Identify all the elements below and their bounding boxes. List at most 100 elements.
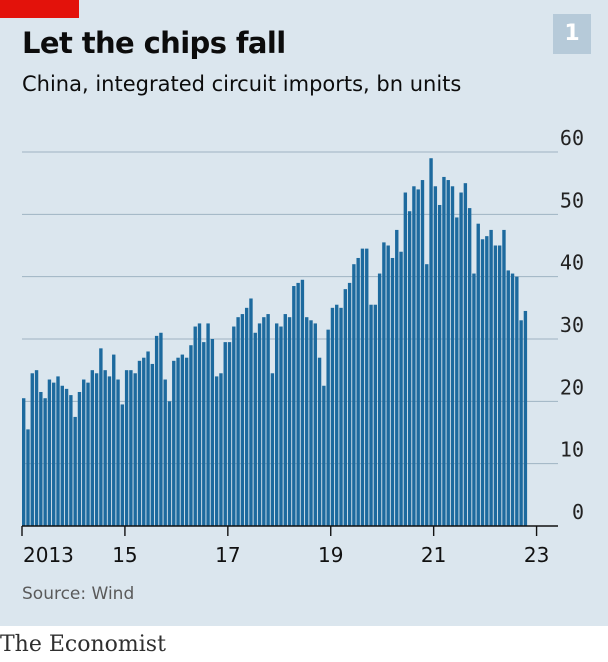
y-tick-label: 40 [560, 251, 584, 275]
bar [249, 298, 253, 526]
bar [94, 373, 99, 526]
bar [129, 370, 133, 526]
bar [455, 217, 459, 526]
bar [34, 370, 39, 526]
chart-title: Let the chips fall [22, 26, 286, 60]
bar [403, 192, 408, 526]
bar [193, 326, 197, 526]
bar [459, 192, 463, 526]
bar [163, 379, 167, 526]
bar [382, 242, 386, 526]
bar [236, 317, 240, 526]
bar [347, 282, 352, 526]
bars [22, 158, 528, 527]
x-tick-label: 2013 [23, 543, 74, 567]
bar [309, 320, 313, 526]
bar [227, 342, 232, 526]
bar [30, 373, 34, 526]
x-tick-label: 23 [524, 543, 549, 567]
bar [206, 323, 210, 526]
bar [467, 208, 472, 526]
bar [433, 186, 438, 526]
chart-number-badge: 1 [553, 14, 591, 54]
bar [275, 323, 279, 526]
bar [450, 186, 455, 526]
bar [300, 279, 305, 526]
bar [407, 211, 412, 526]
bar [420, 180, 425, 527]
bar [232, 326, 236, 526]
bar [322, 385, 326, 526]
bar [146, 351, 150, 526]
bar [77, 391, 82, 526]
bar [519, 320, 523, 526]
chart-subtitle: China, integrated circuit imports, bn un… [22, 72, 462, 96]
bar [116, 379, 120, 526]
bar [356, 257, 360, 526]
x-tick-label: 17 [215, 543, 240, 567]
bar [386, 245, 390, 526]
bar [240, 314, 245, 526]
bar [150, 363, 155, 526]
chart-panel: 1 Let the chips fall China, integrated c… [0, 0, 608, 626]
bar [22, 398, 26, 526]
bar [506, 270, 510, 526]
bar [142, 357, 146, 526]
bar [442, 176, 446, 526]
bar [437, 204, 442, 526]
bar [279, 326, 283, 526]
bar [523, 310, 528, 526]
bar [167, 401, 172, 526]
y-tick-label: 60 [560, 126, 584, 150]
y-tick-label: 10 [560, 438, 584, 462]
bar [373, 304, 378, 526]
bar [476, 223, 480, 526]
bar [395, 229, 399, 527]
bar [365, 248, 369, 526]
bar [330, 307, 335, 526]
bar [197, 323, 202, 526]
bar [64, 388, 69, 526]
bar [124, 370, 129, 526]
bar [86, 382, 90, 526]
brand-accent-bar [0, 0, 79, 18]
bar [480, 239, 485, 526]
bar [270, 373, 275, 526]
x-tick-label: 21 [421, 543, 446, 567]
bar [210, 339, 215, 526]
bar [287, 317, 292, 526]
bar [446, 180, 450, 527]
bar [343, 289, 347, 526]
bar [257, 323, 262, 526]
y-tick-label: 50 [560, 188, 584, 212]
bar [502, 229, 506, 527]
bar [429, 158, 433, 527]
bar [73, 416, 77, 526]
bar [335, 304, 339, 526]
publisher-wordmark: The Economist [0, 632, 166, 657]
bar [103, 370, 107, 526]
bar [180, 354, 185, 526]
tick-labels: 0 10 20 30 40 50 60 2013 15 17 19 21 23 [23, 126, 584, 567]
bar [510, 273, 515, 526]
bar [184, 357, 189, 526]
bar [214, 376, 219, 526]
x-tick-label: 15 [112, 543, 137, 567]
bar [472, 273, 476, 526]
bar [202, 342, 206, 526]
bar [305, 317, 309, 526]
bar [360, 248, 365, 526]
bar [133, 373, 137, 526]
bar [189, 345, 193, 526]
bar [390, 257, 395, 526]
bar [416, 189, 420, 526]
bar [317, 357, 322, 526]
bar [296, 282, 300, 526]
bar [283, 314, 287, 526]
bar [69, 395, 73, 526]
bar [515, 276, 519, 526]
bar [26, 429, 30, 526]
bar [352, 264, 356, 526]
bar [56, 376, 60, 526]
bar [223, 342, 227, 526]
